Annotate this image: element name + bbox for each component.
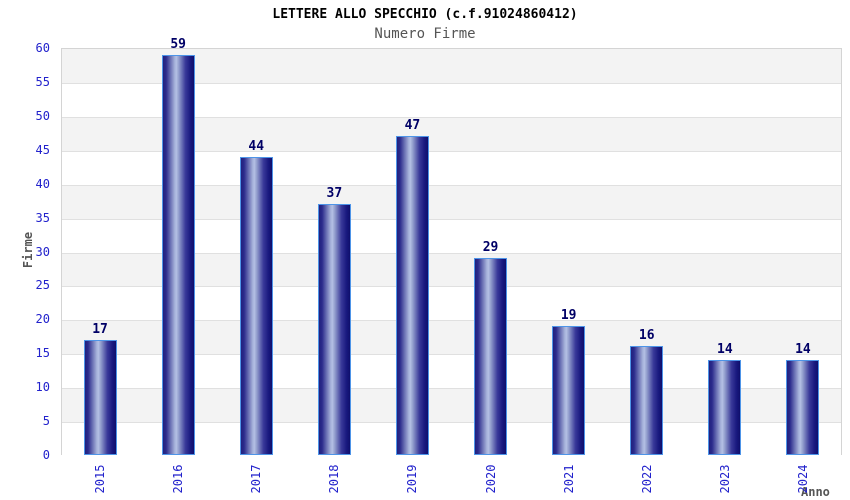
x-tick-label: 2021 (561, 464, 576, 494)
bar-value-label: 47 (404, 118, 421, 134)
gridline (62, 218, 841, 220)
x-tick-label: 2017 (249, 464, 264, 494)
x-tick-label: 2024 (795, 464, 810, 494)
y-tick-label: 0 (42, 448, 50, 462)
gridline (62, 82, 841, 84)
gridline (62, 184, 841, 186)
bar-2018 (317, 204, 351, 455)
gridline (62, 252, 841, 254)
x-tick-label: 2022 (639, 464, 654, 494)
gridline (62, 354, 841, 356)
gridline (62, 422, 841, 424)
bar-value-label: 14 (795, 342, 811, 358)
chart-title: LETTERE ALLO SPECCHIO (c.f.91024860412) (272, 7, 578, 22)
x-tick-label: 2019 (405, 464, 420, 494)
bar-value-label: 19 (560, 308, 577, 324)
x-tick-label: 2015 (93, 464, 108, 494)
bar-2020 (474, 258, 508, 455)
x-tick-label: 2020 (483, 464, 498, 494)
y-tick-label: 35 (35, 210, 50, 225)
gridline (62, 320, 841, 322)
bar-value-label: 16 (638, 328, 655, 344)
bar-2016 (161, 54, 195, 455)
bar-2022 (630, 346, 664, 455)
chart-subtitle: Numero Firme (374, 26, 476, 42)
y-tick-label: 55 (35, 74, 50, 89)
bar-2019 (395, 136, 429, 455)
x-tick-label: 2016 (171, 464, 186, 494)
bar-2015 (83, 339, 117, 455)
y-tick-label: 60 (35, 41, 50, 55)
gridline (62, 286, 841, 288)
bar-value-label: 37 (326, 186, 343, 202)
bar-2021 (552, 326, 586, 455)
bar-2017 (239, 156, 273, 455)
y-tick-label: 10 (35, 380, 50, 395)
y-tick-label: 25 (35, 278, 50, 293)
x-tick-label: 2018 (327, 464, 342, 494)
y-tick-label: 45 (35, 142, 50, 157)
y-tick-label: 15 (35, 346, 50, 361)
bar-value-label: 59 (170, 36, 186, 52)
x-tick-label: 2023 (717, 464, 732, 494)
y-tick-label: 40 (35, 176, 50, 191)
bar-2023 (708, 360, 742, 455)
gridline (62, 388, 841, 390)
y-tick-label: 5 (42, 414, 50, 429)
y-tick-label: 30 (35, 244, 50, 259)
bar-value-label: 29 (482, 240, 499, 256)
y-tick-label: 50 (35, 108, 50, 123)
gridline (62, 150, 841, 152)
bar-value-label: 44 (248, 138, 265, 154)
gridline (62, 116, 841, 118)
bar-value-label: 14 (717, 342, 733, 358)
bar-2024 (786, 360, 820, 455)
bar-value-label: 17 (92, 321, 108, 337)
x-axis-title: Anno (801, 485, 830, 499)
y-tick-label: 20 (35, 312, 50, 327)
